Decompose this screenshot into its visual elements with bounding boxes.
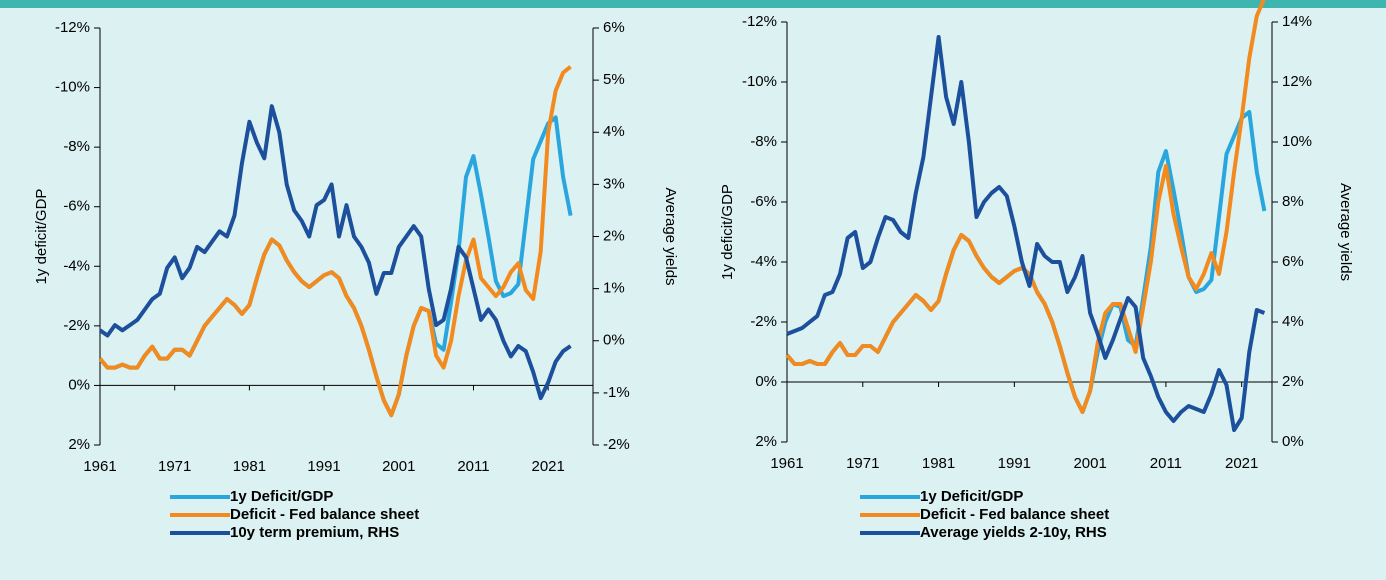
series-line	[98, 65, 572, 418]
x-tick-label: 1971	[158, 458, 191, 475]
y-tick-label: -2%	[63, 317, 90, 334]
x-tick-label: 2001	[1073, 455, 1106, 472]
y2-tick-label: 2%	[1282, 373, 1304, 390]
y-tick-label: -12%	[55, 19, 90, 36]
y-tick-label: -10%	[742, 73, 777, 90]
y2-tick-label: 4%	[603, 123, 625, 140]
y2-tick-label: 8%	[1282, 193, 1304, 210]
y-tick-label: -4%	[750, 253, 777, 270]
legend-label: 1y Deficit/GDP	[230, 488, 333, 505]
y-tick-label: -8%	[750, 133, 777, 150]
y-tick-label: -4%	[63, 257, 90, 274]
y-tick-label: -2%	[750, 313, 777, 330]
y2-tick-label: 5%	[603, 71, 625, 88]
y-tick-label: 2%	[755, 433, 777, 450]
y2-tick-label: 14%	[1282, 13, 1312, 30]
x-tick-label: 1971	[846, 455, 879, 472]
x-tick-label: 2001	[382, 458, 415, 475]
y2-tick-label: 12%	[1282, 73, 1312, 90]
legend-label: Average yields 2-10y, RHS	[920, 524, 1107, 541]
y2-tick-label: 0%	[603, 332, 625, 349]
y-tick-label: -12%	[742, 13, 777, 30]
y2-tick-label: 6%	[1282, 253, 1304, 270]
x-tick-label: 1961	[770, 455, 803, 472]
series-line	[785, 110, 1267, 414]
x-tick-label: 2021	[1225, 455, 1258, 472]
x-tick-label: 1981	[922, 455, 955, 472]
legend-label: 10y term premium, RHS	[230, 524, 399, 541]
y-tick-label: -8%	[63, 138, 90, 155]
x-tick-label: 1991	[998, 455, 1031, 472]
y2-axis-title: Average yields	[662, 187, 679, 285]
y2-tick-label: 10%	[1282, 133, 1312, 150]
y-tick-label: -6%	[750, 193, 777, 210]
series-line	[786, 35, 1266, 432]
x-tick-label: 2011	[1150, 455, 1182, 472]
series-line	[98, 104, 572, 401]
legend-label: Deficit - Fed balance sheet	[920, 506, 1109, 523]
y2-tick-label: 1%	[603, 280, 625, 297]
top-bar	[0, 0, 1386, 8]
legend-label: 1y Deficit/GDP	[920, 488, 1023, 505]
y2-tick-label: 2%	[603, 227, 625, 244]
x-tick-label: 1991	[307, 458, 340, 475]
y-tick-label: 0%	[755, 373, 777, 390]
legend-label: Deficit - Fed balance sheet	[230, 506, 419, 523]
y2-tick-label: 3%	[603, 175, 625, 192]
x-tick-label: 2011	[457, 458, 489, 475]
y-tick-label: -6%	[63, 198, 90, 215]
x-tick-label: 1961	[83, 458, 116, 475]
y2-tick-label: 6%	[603, 19, 625, 36]
y-tick-label: 0%	[68, 376, 90, 393]
y-tick-label: 2%	[68, 436, 90, 453]
y-axis-title: 1y deficit/GDP	[719, 184, 736, 280]
series-line	[785, 0, 1266, 414]
y-tick-label: -10%	[55, 79, 90, 96]
y2-tick-label: -2%	[603, 436, 630, 453]
y-axis-title: 1y deficit/GDP	[33, 189, 50, 285]
y2-axis-title: Average yields	[1337, 183, 1354, 281]
y2-tick-label: 0%	[1282, 433, 1304, 450]
x-tick-label: 1981	[233, 458, 266, 475]
y2-tick-label: 4%	[1282, 313, 1304, 330]
x-tick-label: 2021	[531, 458, 564, 475]
y2-tick-label: -1%	[603, 384, 630, 401]
